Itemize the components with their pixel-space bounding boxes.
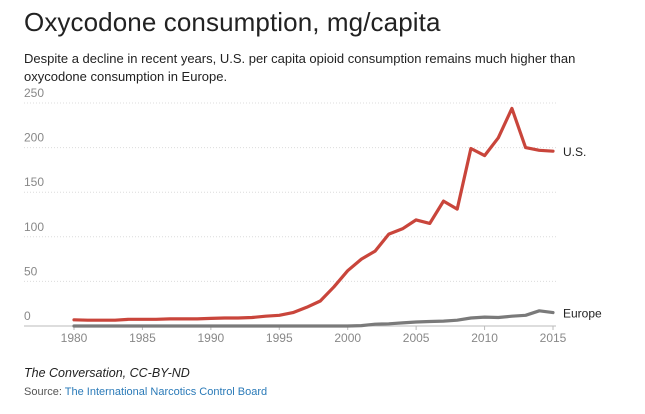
x-tick-label-1980: 1980 bbox=[61, 331, 88, 345]
y-tick-label-200: 200 bbox=[24, 131, 44, 145]
credit-text: The Conversation, CC-BY-ND bbox=[24, 366, 190, 380]
y-tick-label-0: 0 bbox=[24, 309, 31, 323]
chart-title: Oxycodone consumption, mg/capita bbox=[24, 7, 441, 37]
x-tick-label-2000: 2000 bbox=[334, 331, 361, 345]
series-line-u-s bbox=[72, 106, 555, 322]
x-tick-label-1985: 1985 bbox=[129, 331, 156, 345]
source-link[interactable]: The International Narcotics Control Boar… bbox=[64, 386, 268, 398]
x-tick-label-2005: 2005 bbox=[403, 331, 430, 345]
y-tick-label-100: 100 bbox=[24, 220, 44, 234]
series-line-europe bbox=[72, 309, 555, 328]
x-tick-label-2015: 2015 bbox=[540, 331, 567, 345]
y-tick-label-150: 150 bbox=[24, 175, 44, 189]
x-tick-label-2010: 2010 bbox=[471, 331, 498, 345]
source-prefix: Source: bbox=[24, 386, 62, 398]
series-label-europe: Europe bbox=[563, 307, 602, 321]
x-tick-label-1990: 1990 bbox=[198, 331, 225, 345]
x-tick-label-1995: 1995 bbox=[266, 331, 293, 345]
source-line: Source: The International Narcotics Cont… bbox=[24, 386, 267, 398]
series-label-u-s: U.S. bbox=[563, 145, 586, 159]
y-tick-label-250: 250 bbox=[24, 86, 44, 100]
chart-subtitle: Despite a decline in recent years, U.S. … bbox=[24, 51, 576, 84]
y-tick-label-50: 50 bbox=[24, 264, 38, 278]
